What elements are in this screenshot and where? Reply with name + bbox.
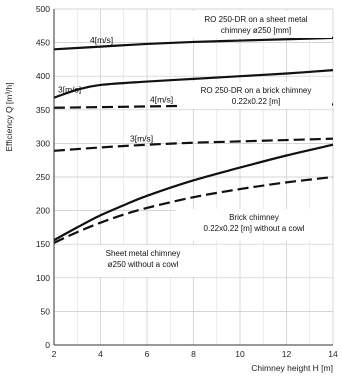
annotation-text: Brick chimney bbox=[229, 213, 279, 222]
y-axis-label: Efficiency Q [m³/h] bbox=[4, 82, 14, 151]
annotation-bg bbox=[180, 82, 332, 109]
series-label: 4[m/s] bbox=[90, 35, 113, 45]
series-label: 3[m/s] bbox=[58, 84, 81, 94]
annotation-text: 0.22x0.22 [m] without a cowl bbox=[204, 224, 305, 233]
annotation-bg bbox=[90, 245, 196, 277]
annotation-box: Brick chimney 0.22x0.22 [m] without a cow… bbox=[176, 209, 332, 241]
y-tick-label: 400 bbox=[36, 71, 50, 81]
x-tick-label: 12 bbox=[282, 349, 292, 359]
y-tick-label: 300 bbox=[36, 138, 50, 148]
x-axis-ticks: 2 4 6 8 10 12 14 bbox=[52, 349, 338, 359]
series-line-0 bbox=[53, 36, 334, 51]
annotation-box: RO 250-DR on a brick chimney 0.22x0.22 [m… bbox=[180, 82, 332, 109]
series-line-5 bbox=[53, 175, 334, 244]
x-tick-label: 8 bbox=[191, 349, 196, 359]
y-tick-label: 50 bbox=[41, 306, 51, 316]
annotation-box: RO 250-DR on a sheet metal chimney ø250 [… bbox=[180, 11, 332, 38]
series-line-1 bbox=[53, 69, 334, 99]
grid bbox=[53, 8, 334, 346]
annotation-text: 0.22x0.22 [m] bbox=[232, 97, 280, 106]
series-line-4 bbox=[53, 143, 334, 242]
x-tick-label: 2 bbox=[52, 349, 57, 359]
axes bbox=[53, 9, 333, 346]
annotation-text: Sheet metal chimney bbox=[106, 249, 181, 258]
x-axis-label: Chimney height H [m] bbox=[251, 363, 333, 373]
annotation-box: Sheet metal chimney ø250 without a cowl bbox=[90, 245, 196, 277]
annotation-bg bbox=[176, 209, 332, 241]
y-tick-label: 200 bbox=[36, 206, 50, 216]
series-line-3 bbox=[53, 137, 334, 152]
x-tick-label: 10 bbox=[235, 349, 245, 359]
annotation-text: RO 250-DR on a brick chimney bbox=[201, 86, 312, 95]
annotation-text: RO 250-DR on a sheet metal bbox=[204, 15, 307, 24]
annotation-boxes: RO 250-DR on a sheet metal chimney ø250 [… bbox=[90, 11, 332, 277]
annotation-text: chimney ø250 [mm] bbox=[221, 26, 291, 35]
series-label: 4[m/s] bbox=[150, 94, 173, 104]
series-label: 3[m/s] bbox=[130, 134, 153, 144]
x-tick-label: 14 bbox=[328, 349, 338, 359]
y-tick-label: 100 bbox=[36, 273, 50, 283]
y-tick-label: 0 bbox=[45, 340, 50, 350]
y-tick-label: 150 bbox=[36, 239, 50, 249]
y-tick-label: 350 bbox=[36, 105, 50, 115]
y-axis-ticks: 0 50 100 150 200 250 300 350 400 450 500 bbox=[36, 4, 50, 350]
y-tick-label: 450 bbox=[36, 38, 50, 48]
x-tick-label: 6 bbox=[145, 349, 150, 359]
x-tick-label: 4 bbox=[98, 349, 103, 359]
annotation-text: ø250 without a cowl bbox=[108, 260, 179, 269]
annotation-bg bbox=[180, 11, 332, 38]
y-tick-label: 250 bbox=[36, 172, 50, 182]
y-tick-label: 500 bbox=[36, 4, 50, 14]
